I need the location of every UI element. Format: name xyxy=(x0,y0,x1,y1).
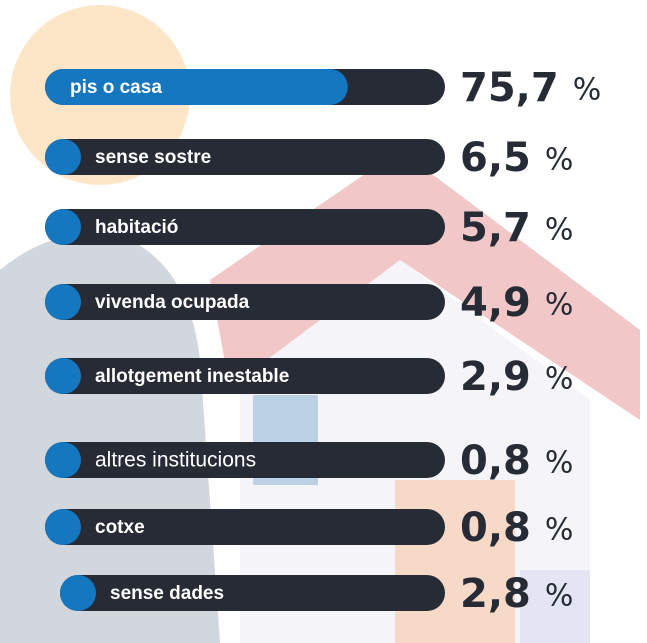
unit-label: % xyxy=(545,513,574,548)
category-label: sense sostre xyxy=(95,147,211,168)
page: pis o casa 75,7% sense sostre 6,5% habitació… xyxy=(0,0,647,643)
bar xyxy=(45,358,81,394)
value-label: 5,7 xyxy=(460,205,531,251)
category-label: allotgement inestable xyxy=(95,366,289,387)
bar xyxy=(45,442,81,478)
category-label: vivenda ocupada xyxy=(95,292,250,313)
unit-label: % xyxy=(573,73,602,108)
category-label: cotxe xyxy=(95,517,145,538)
bar xyxy=(60,575,96,611)
value-label: 2,8 xyxy=(460,571,531,617)
unit-label: % xyxy=(545,446,574,481)
chart: pis o casa 75,7% sense sostre 6,5% habitació… xyxy=(0,0,647,643)
category-label: pis o casa xyxy=(70,77,162,98)
value-label: 0,8 xyxy=(460,438,531,484)
bar xyxy=(45,139,81,175)
value-label: 4,9 xyxy=(460,280,531,326)
unit-label: % xyxy=(545,143,574,178)
value-label: 0,8 xyxy=(460,505,531,551)
value-label: 75,7 xyxy=(460,65,559,111)
value-label: 2,9 xyxy=(460,354,531,400)
bar xyxy=(45,509,81,545)
category-label: altres institucions xyxy=(95,449,256,472)
unit-label: % xyxy=(545,362,574,397)
unit-label: % xyxy=(545,579,574,614)
category-label: habitació xyxy=(95,217,178,238)
unit-label: % xyxy=(545,213,574,248)
value-label: 6,5 xyxy=(460,135,531,181)
unit-label: % xyxy=(545,288,574,323)
category-label: sense dades xyxy=(110,583,224,604)
bar xyxy=(45,209,81,245)
bar xyxy=(45,284,81,320)
